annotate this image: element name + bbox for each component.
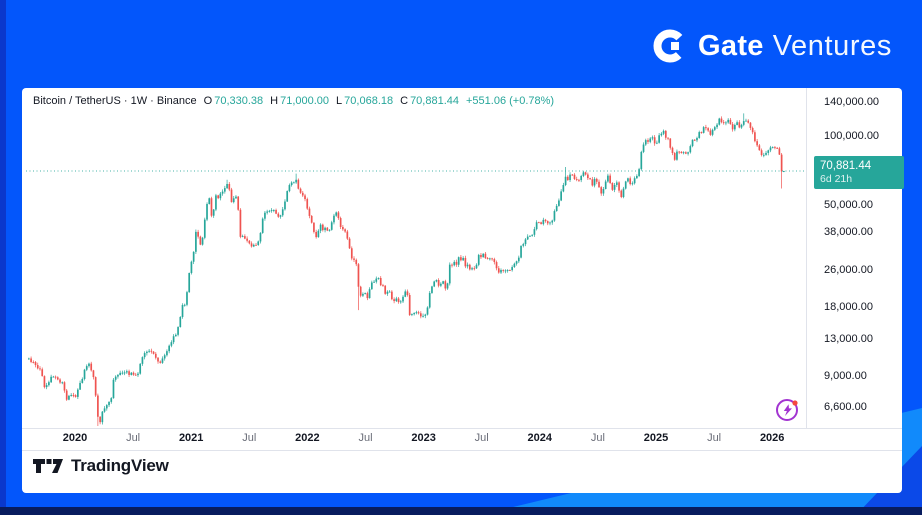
time-axis-label: Jul: [358, 432, 373, 444]
footer-separator: [22, 450, 902, 451]
price-axis-label: 100,000.00: [824, 129, 880, 142]
time-axis-label: Jul: [707, 432, 722, 444]
candlestick-chart[interactable]: [22, 88, 902, 493]
time-axis-label: 2024: [527, 432, 553, 444]
symbol-title: Bitcoin / TetherUS · 1W · Binance: [33, 95, 197, 107]
low-label: L: [336, 95, 343, 107]
price-axis[interactable]: 140,000.00 100,000.00 50,000.00 38,000.00 26…: [806, 88, 902, 428]
last-price-value: 70,881.44: [820, 159, 872, 172]
last-price-badge: 70,881.44 6d 21h: [814, 155, 904, 190]
ohlc-open: O 70,330.38: [204, 95, 264, 107]
time-axis-label: 2021: [178, 432, 204, 444]
high-label: H: [270, 95, 279, 107]
brand-ventures-text: Ventures: [772, 29, 892, 62]
ohlc-high: H 71,000.00: [270, 95, 329, 107]
tradingview-logo-icon: [33, 458, 63, 474]
tradingview-wordmark: TradingView: [71, 456, 169, 475]
time-axis-label: 2020: [62, 432, 88, 444]
price-axis-label: 38,000.00: [824, 226, 873, 239]
price-axis-label: 6,600.00: [824, 401, 867, 414]
price-axis-label: 50,000.00: [824, 198, 873, 211]
time-axis-label: 2026: [759, 432, 785, 444]
brand-gate-text: Gate: [698, 29, 764, 62]
background-left-stripe: [0, 0, 6, 515]
price-axis-separator: [806, 88, 807, 428]
time-axis-label: 2022: [295, 432, 320, 444]
time-axis-label: 2023: [411, 432, 436, 444]
price-axis-label: 13,000.00: [824, 333, 873, 346]
time-axis-label: Jul: [242, 432, 257, 444]
time-axis-label: Jul: [126, 432, 141, 444]
flash-ideas-icon[interactable]: [774, 396, 802, 424]
open-value: 70,330.38: [214, 95, 264, 107]
time-axis[interactable]: 2020 Jul 2021 Jul 2022 Jul 2023 Jul 2024 Jul 2025 J…: [22, 432, 806, 448]
tradingview-attribution[interactable]: TradingView: [33, 456, 169, 476]
chart-legend[interactable]: Bitcoin / TetherUS · 1W · Binance O 70,3…: [33, 95, 554, 107]
high-value: 71,000.00: [280, 95, 330, 107]
gate-ventures-logo: Gate Ventures: [651, 27, 892, 65]
time-axis-label: Jul: [474, 432, 489, 444]
ohlc-low: L 70,068.18: [336, 95, 393, 107]
gate-logo-icon: [651, 27, 689, 65]
change-value: +551.06 (+0.78%): [466, 95, 555, 107]
time-axis-label: 2025: [643, 432, 669, 444]
bar-countdown: 6d 21h: [820, 173, 853, 186]
price-axis-label: 26,000.00: [824, 264, 873, 277]
price-axis-label: 9,000.00: [824, 370, 867, 383]
chart-card: Bitcoin / TetherUS · 1W · Binance O 70,3…: [22, 88, 904, 493]
time-axis-separator: [22, 428, 902, 429]
open-label: O: [203, 95, 213, 107]
background-bottom-stripe: [0, 507, 922, 515]
ohlc-close: C 70,881.44: [400, 95, 459, 107]
close-label: C: [400, 95, 409, 107]
price-axis-label: 140,000.00: [824, 96, 880, 108]
close-value: 70,881.44: [410, 95, 459, 107]
low-value: 70,068.18: [344, 95, 394, 107]
time-axis-label: Jul: [590, 432, 605, 444]
price-axis-label: 18,000.00: [824, 300, 873, 313]
